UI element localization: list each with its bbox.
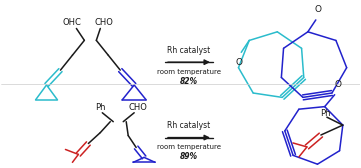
Text: Ph: Ph xyxy=(319,109,330,118)
Text: Rh catalyst: Rh catalyst xyxy=(168,46,210,55)
Text: room temperature: room temperature xyxy=(157,144,221,151)
Text: O: O xyxy=(236,58,243,67)
Text: Ph: Ph xyxy=(95,103,105,112)
Text: Rh catalyst: Rh catalyst xyxy=(168,121,210,130)
Text: OHC: OHC xyxy=(63,18,82,27)
Text: CHO: CHO xyxy=(129,103,148,112)
Text: 82%: 82% xyxy=(180,77,198,86)
Text: 89%: 89% xyxy=(180,152,198,161)
Text: O: O xyxy=(314,6,321,14)
Text: O: O xyxy=(334,80,341,89)
Text: CHO: CHO xyxy=(95,18,114,27)
Text: room temperature: room temperature xyxy=(157,69,221,75)
